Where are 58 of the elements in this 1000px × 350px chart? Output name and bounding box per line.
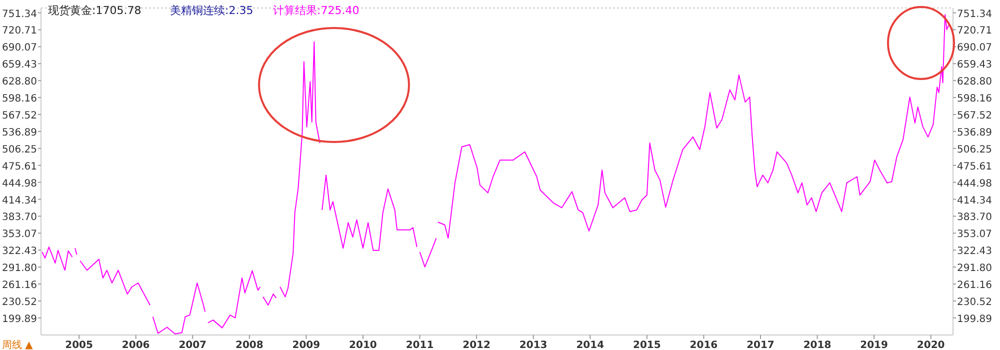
y-tick-label: 291.80 [2, 263, 37, 274]
y2-tick-label: 506.25 [957, 144, 992, 156]
y2-tick-label: 444.98 [957, 178, 992, 190]
y-tick-label: 506.25 [2, 144, 37, 156]
y2-tick-label: 567.52 [957, 110, 992, 122]
y2-tick-label: 536.89 [957, 127, 992, 138]
y2-tick-label: 230.52 [957, 296, 992, 308]
y-tick-label: 261.16 [2, 280, 37, 292]
y-tick-label: 720.71 [2, 26, 37, 37]
y2-tick-label: 720.71 [957, 26, 992, 37]
y2-tick-label: 751.34 [957, 8, 992, 20]
y-tick-label: 322.43 [2, 246, 37, 258]
y-tick-label: 444.98 [2, 178, 37, 190]
y-tick-label: 353.07 [2, 229, 37, 240]
x-tick-label: 2015 [632, 340, 661, 350]
text: 计算结果:725.40 [273, 4, 360, 17]
x-tick-label: 2018 [803, 340, 832, 350]
x-tick-label: 2016 [690, 340, 718, 350]
y2-tick-label: 414.34 [957, 195, 992, 206]
x-tick-label: 2010 [349, 340, 377, 350]
x-tick-label: 2006 [122, 340, 150, 350]
y2-tick-label: 383.70 [957, 212, 992, 224]
y2-tick-label: 322.43 [957, 246, 992, 258]
y-tick-label: 598.16 [2, 94, 37, 105]
y2-tick-label: 199.89 [957, 314, 992, 325]
text: 周线 ▲ [2, 339, 34, 350]
x-tick-label: 2014 [576, 340, 604, 350]
x-tick-label: 2020 [916, 340, 945, 350]
y-tick-label: 567.52 [2, 110, 37, 122]
x-tick-label: 2007 [178, 340, 207, 350]
x-tick-label: 2019 [860, 340, 888, 350]
y2-tick-label: 475.61 [957, 161, 992, 172]
y-tick-label: 475.61 [2, 161, 37, 172]
y2-tick-label: 291.80 [957, 263, 992, 274]
y2-tick-label: 690.07 [957, 42, 992, 54]
y2-tick-label: 353.07 [957, 229, 992, 240]
y-tick-label: 659.43 [2, 60, 37, 71]
x-tick-label: 2017 [746, 340, 774, 350]
y-tick-label: 230.52 [2, 296, 37, 308]
y2-tick-label: 598.16 [957, 94, 992, 105]
y-tick-label: 199.89 [2, 314, 37, 325]
chart-title: 现货黄金:1705.78 [48, 4, 142, 17]
y-tick-label: 536.89 [2, 127, 37, 138]
x-tick-label: 2013 [519, 340, 548, 350]
y2-tick-label: 628.80 [957, 76, 992, 88]
chart-subtitle: 美精铜连续:2.35 [170, 4, 254, 17]
y-tick-label: 383.70 [2, 212, 37, 224]
x-tick-label: 2012 [462, 340, 491, 350]
y2-tick-label: 659.43 [957, 60, 992, 71]
y-tick-label: 414.34 [2, 195, 37, 206]
y-tick-label: 628.80 [2, 76, 37, 88]
x-tick-label: 2005 [65, 340, 93, 350]
y-tick-label: 751.34 [2, 8, 37, 20]
y-tick-label: 690.07 [2, 42, 37, 54]
y2-tick-label: 261.16 [957, 280, 992, 292]
x-tick-label: 2011 [406, 340, 434, 350]
x-tick-label: 2008 [235, 340, 264, 350]
x-tick-label: 2009 [292, 340, 320, 350]
